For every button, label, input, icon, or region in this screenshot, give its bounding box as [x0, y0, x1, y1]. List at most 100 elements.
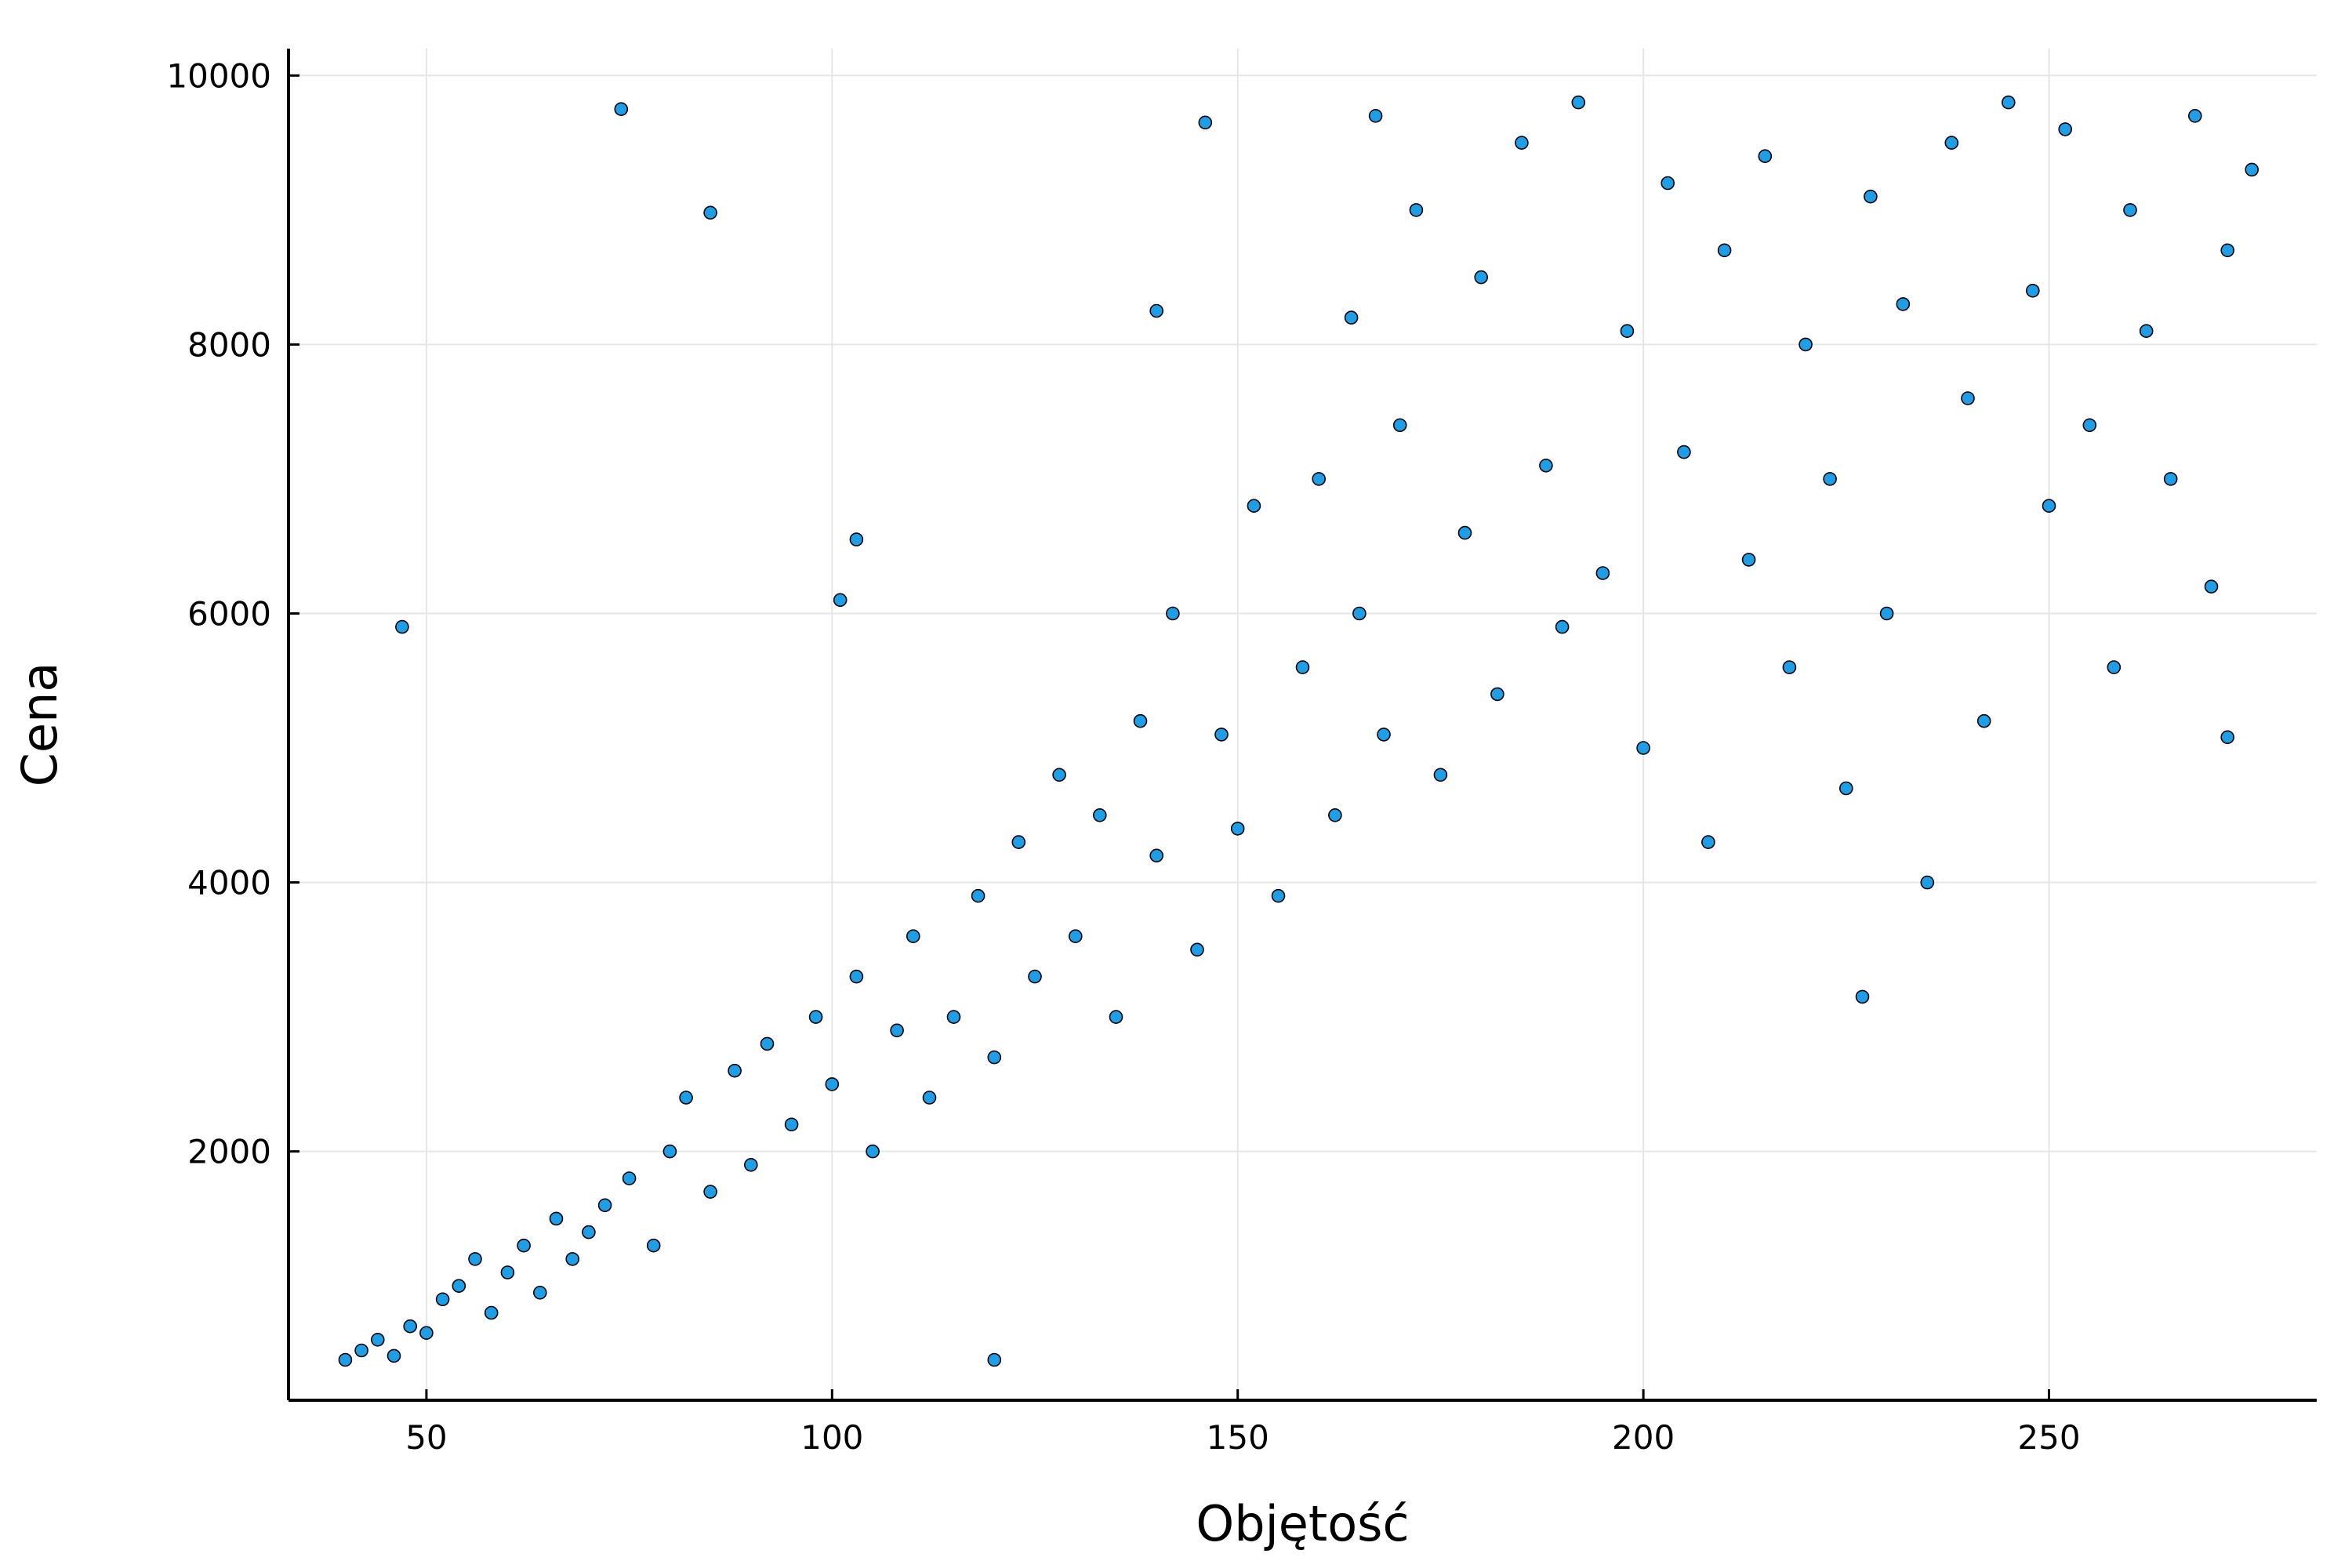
scatter-point — [1230, 822, 1245, 836]
y-axis-title: Cena — [11, 662, 68, 787]
scatter-point — [987, 1352, 1002, 1367]
scatter-point — [1839, 781, 1853, 796]
scatter-point — [2107, 660, 2122, 674]
scatter-point — [1474, 270, 1488, 285]
scatter-point — [468, 1252, 482, 1266]
grid-lines — [289, 49, 2317, 1400]
scatter-point — [338, 1352, 353, 1367]
scatter-point — [532, 1286, 547, 1300]
scatter-point — [866, 1144, 880, 1159]
scatter-point — [703, 1185, 717, 1199]
scatter-point — [1595, 566, 1610, 580]
scatter-point — [987, 1050, 1002, 1065]
scatter-point — [1741, 553, 1756, 567]
scatter-point — [1069, 929, 1083, 943]
scatter-point — [1823, 472, 1837, 486]
scatter-point — [1052, 768, 1066, 782]
x-tick-label: 250 — [2017, 1418, 2080, 1457]
scatter-point — [1149, 303, 1163, 318]
scatter-point — [679, 1091, 693, 1105]
x-tick-label: 200 — [1612, 1418, 1675, 1457]
scatter-point — [2220, 730, 2234, 745]
scatter-point — [549, 1211, 564, 1226]
scatter-point — [1879, 606, 1894, 621]
scatter-point — [1328, 808, 1342, 822]
scatter-point — [728, 1063, 742, 1078]
x-tick-label: 50 — [405, 1418, 447, 1457]
scatter-point — [1758, 149, 1773, 163]
scatter-point — [387, 1348, 401, 1363]
scatter-point — [1636, 741, 1650, 755]
scatter-point — [1433, 768, 1448, 782]
y-tick-label: 6000 — [187, 594, 271, 633]
scatter-point — [500, 1265, 515, 1279]
scatter-point — [1661, 176, 1675, 191]
scatter-point — [1109, 1010, 1123, 1024]
scatter-point — [2245, 162, 2259, 177]
scatter-point — [971, 888, 985, 903]
scatter-point — [395, 619, 409, 634]
scatter-point — [2026, 283, 2040, 298]
scatter-point — [403, 1319, 418, 1334]
scatter-point — [2139, 324, 2154, 339]
scatter-point — [2163, 472, 2178, 486]
scatter-point — [1717, 243, 1732, 258]
scatter-point — [1798, 337, 1813, 352]
scatter-point — [946, 1010, 961, 1024]
y-tick-label: 10000 — [166, 56, 271, 95]
scatter-point — [1166, 606, 1180, 621]
scatter-point — [1295, 660, 1310, 674]
scatter-point — [1190, 942, 1204, 957]
scatter-point — [825, 1077, 840, 1091]
scatter-point — [354, 1343, 368, 1358]
scatter-point — [1896, 297, 1911, 311]
scatter-point — [1093, 808, 1107, 822]
scatter-point — [1377, 728, 1391, 742]
scatter-point — [1392, 418, 1407, 433]
scatter-point — [582, 1225, 596, 1240]
scatter-point — [1864, 189, 1878, 204]
scatter-point — [2082, 418, 2097, 433]
scatter-point — [1409, 203, 1424, 217]
scatter-points — [338, 95, 2259, 1367]
scatter-point — [922, 1091, 937, 1105]
scatter-point — [1539, 458, 1553, 473]
scatter-point — [622, 1171, 637, 1185]
scatter-point — [1133, 713, 1148, 728]
scatter-point — [2123, 203, 2137, 217]
x-axis-title: Objętość — [1196, 1495, 1409, 1552]
scatter-point — [2204, 579, 2219, 594]
scatter-point — [597, 1198, 612, 1213]
scatter-point — [1198, 115, 1213, 130]
axis-ticks: 50 100 150 200 250 2000 4000 6000 8000 10000 — [166, 56, 2080, 1457]
scatter-point — [2188, 109, 2202, 123]
scatter-point — [703, 205, 717, 220]
scatter-point — [2042, 499, 2056, 514]
y-tick-label: 4000 — [187, 864, 271, 902]
scatter-point — [1620, 324, 1635, 339]
scatter-point — [1961, 391, 1975, 405]
scatter-point — [646, 1238, 661, 1253]
axes — [287, 49, 2317, 1402]
scatter-point — [1247, 499, 1261, 514]
scatter-point — [370, 1333, 385, 1347]
scatter-point — [1571, 95, 1586, 110]
scatter-point — [1855, 989, 1870, 1004]
scatter-point — [1368, 109, 1383, 123]
scatter-point — [849, 969, 864, 984]
scatter-point — [1344, 310, 1359, 325]
scatter-point — [1515, 136, 1529, 150]
scatter-point — [1701, 835, 1715, 849]
scatter-point — [1782, 660, 1797, 674]
scatter-point — [833, 593, 848, 608]
scatter-point — [517, 1238, 531, 1253]
x-tick-label: 100 — [800, 1418, 863, 1457]
scatter-point — [2002, 95, 2016, 110]
y-tick-label: 2000 — [187, 1133, 271, 1171]
scatter-point — [808, 1010, 823, 1024]
scatter-point — [890, 1023, 904, 1038]
scatter-point — [1976, 713, 1991, 728]
scatter-point — [419, 1326, 434, 1340]
